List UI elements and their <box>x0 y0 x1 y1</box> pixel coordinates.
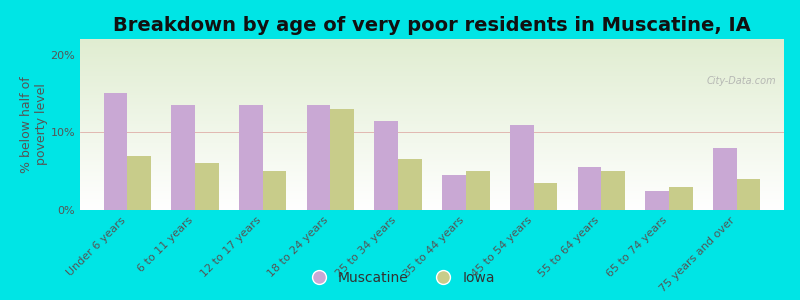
Bar <box>127 156 151 210</box>
Bar <box>306 105 330 210</box>
Bar <box>737 179 760 210</box>
Bar <box>330 109 354 210</box>
Bar <box>442 175 466 210</box>
Bar <box>104 93 127 210</box>
Bar <box>466 171 490 210</box>
Bar <box>398 160 422 210</box>
Text: City-Data.com: City-Data.com <box>706 76 776 86</box>
Bar <box>171 105 195 210</box>
Bar <box>669 187 693 210</box>
Bar <box>510 124 534 210</box>
Y-axis label: % below half of
poverty level: % below half of poverty level <box>20 76 48 173</box>
Bar <box>578 167 602 210</box>
Bar <box>195 164 218 210</box>
Bar <box>534 183 558 210</box>
Bar <box>262 171 286 210</box>
Bar <box>646 190 669 210</box>
Bar <box>713 148 737 210</box>
Title: Breakdown by age of very poor residents in Muscatine, IA: Breakdown by age of very poor residents … <box>113 16 751 35</box>
Bar <box>602 171 625 210</box>
Bar <box>374 121 398 210</box>
Legend: Muscatine, Iowa: Muscatine, Iowa <box>299 265 501 290</box>
Bar <box>239 105 262 210</box>
